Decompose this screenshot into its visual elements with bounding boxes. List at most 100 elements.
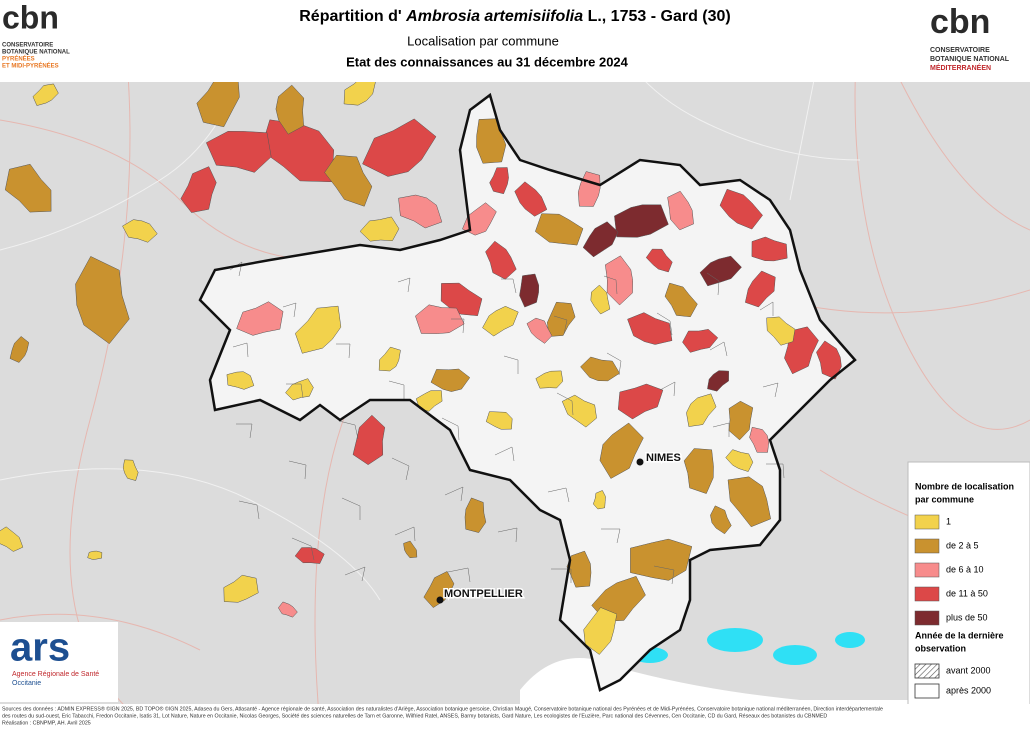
date-line: Etat des connaissances au 31 décembre 20… [346, 54, 629, 69]
commune-border [497, 527, 518, 543]
commune [205, 131, 272, 173]
commune-border [762, 382, 779, 398]
commune [464, 497, 487, 533]
commune-border [503, 355, 519, 374]
commune-border [391, 457, 410, 481]
commune [725, 449, 754, 472]
commune [196, 75, 240, 128]
commune [526, 317, 553, 344]
commune [32, 83, 59, 106]
commune-border [547, 487, 570, 503]
commune [727, 476, 771, 528]
logo-line: MÉDITERRANÉEN [930, 63, 991, 72]
commune [223, 574, 259, 603]
legend-label: avant 2000 [946, 665, 991, 675]
legend-label: de 2 à 5 [946, 540, 979, 550]
legend-swatch [914, 683, 940, 699]
sources-line: Sources des données : ADMIN EXPRESS® ©IG… [2, 705, 883, 712]
commune [378, 346, 401, 372]
commune-border [236, 423, 253, 439]
commune [489, 167, 509, 195]
commune [645, 248, 673, 273]
logo-line: BOTANIQUE NATIONAL [930, 56, 1010, 63]
title-part: L., 1753 - Gard (30) [583, 8, 731, 25]
commune [122, 459, 139, 481]
commune-border [659, 381, 676, 397]
commune-border [447, 567, 471, 583]
commune [403, 540, 418, 559]
commune [122, 219, 158, 243]
commune-border [606, 352, 622, 376]
commune [582, 221, 619, 258]
commune-border [238, 500, 260, 520]
logo-line: Agence Régionale de Santé [12, 671, 99, 678]
commune-border [394, 526, 416, 542]
commune [535, 370, 564, 389]
commune [180, 166, 217, 213]
sources-band [0, 704, 1030, 728]
commune [295, 305, 342, 354]
commune [519, 273, 540, 308]
commune [590, 284, 611, 315]
logo-mark: cbn [2, 0, 59, 35]
title-part: Répartition d' [299, 8, 406, 25]
commune [236, 301, 284, 336]
legend-label: de 6 à 10 [946, 564, 984, 574]
commune [593, 490, 606, 510]
commune-border [338, 420, 359, 440]
communes [0, 75, 842, 655]
commune [699, 255, 742, 287]
commune-border [282, 302, 297, 318]
legend: Nombre de localisation par commune 1 de 2 à… [914, 481, 1014, 699]
commune [275, 84, 305, 135]
legend-title: Nombre de localisation [915, 481, 1014, 491]
legend-swatch [914, 538, 940, 554]
ars-logo-box [0, 622, 118, 702]
logo-text: CONSERVATOIRE BOTANIQUE NATIONAL PYRÉNÉE… [2, 43, 70, 70]
gard-border [198, 92, 857, 692]
commune [614, 204, 669, 238]
header-band [0, 0, 1030, 82]
commune-border [494, 446, 515, 462]
logo-mark: ars [10, 626, 70, 670]
commune-border [603, 275, 618, 295]
commune [277, 601, 298, 618]
legend-swatch [914, 514, 940, 530]
city-label: NIMES [646, 452, 681, 464]
commune-border [288, 460, 307, 480]
logo-line: BOTANIQUE NATIONAL [2, 50, 70, 56]
commune [352, 414, 386, 466]
commune [683, 448, 714, 494]
commune [294, 547, 325, 564]
commune [630, 538, 693, 581]
commune [682, 329, 719, 353]
commune-border [501, 278, 517, 294]
commune [485, 240, 517, 280]
commune [514, 181, 548, 217]
commune [430, 368, 471, 392]
sources-line: des routes du sud-ouest, Eric Tabacchi, … [2, 713, 827, 719]
commune [710, 505, 732, 535]
logo-text: CONSERVATOIRE BOTANIQUE NATIONAL MÉDITER… [930, 47, 1010, 72]
legend-swatch [914, 610, 940, 626]
commune [535, 213, 584, 246]
commune [728, 400, 754, 441]
commune [87, 550, 103, 560]
commune-border [344, 566, 366, 582]
legend-label: plus de 50 [946, 612, 988, 622]
commune-border [712, 422, 730, 437]
commune [415, 390, 443, 412]
logo-line: CONSERVATOIRE [930, 47, 990, 54]
commune-border [551, 568, 572, 583]
legend-swatch [914, 663, 940, 679]
commune [415, 304, 465, 334]
commune [482, 306, 519, 337]
legend-label: 1 [946, 516, 951, 526]
legend-swatch [914, 562, 940, 578]
city-dot [636, 458, 644, 466]
commune-border [601, 528, 621, 544]
commune [226, 371, 255, 390]
commune [462, 202, 497, 236]
logo-line: ET MIDI-PYRÉNÉES [2, 62, 59, 70]
